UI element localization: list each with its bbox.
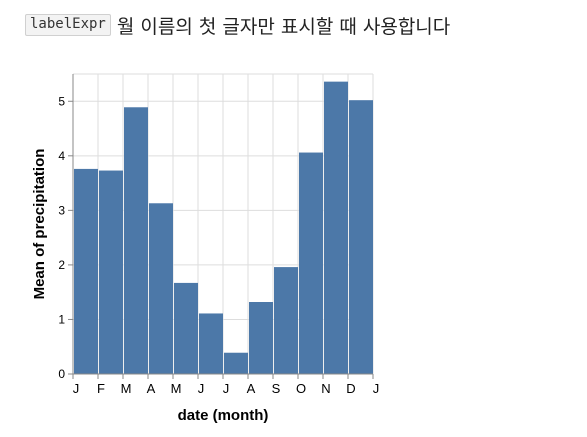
x-tick-label: A: [147, 381, 156, 396]
x-tick-label: M: [171, 381, 182, 396]
bar-oct: [299, 152, 323, 374]
x-tick-label: M: [121, 381, 132, 396]
y-tick-label: 5: [58, 94, 65, 108]
bar-jun: [199, 313, 223, 374]
x-tick-label: J: [223, 381, 230, 396]
x-tick-label: D: [346, 381, 355, 396]
x-tick-label: J: [373, 381, 380, 396]
bar-apr: [149, 203, 173, 374]
bar-nov: [324, 81, 348, 375]
bar-may: [174, 282, 198, 374]
bar-aug: [249, 302, 273, 374]
heading-text: 월 이름의 첫 글자만 표시할 때 사용합니다: [116, 15, 451, 38]
x-tick-label: N: [321, 381, 330, 396]
y-tick-label: 2: [58, 258, 65, 272]
y-axis-ticks: 0 1 2 3 4 5: [58, 94, 73, 381]
x-axis-title: date (month): [178, 407, 269, 424]
x-tick-label: S: [272, 381, 281, 396]
x-tick-label: O: [296, 381, 306, 396]
code-snippet: labelExpr: [25, 14, 111, 36]
bar-mar: [124, 107, 148, 374]
bar-jul: [224, 352, 248, 374]
bars: [74, 81, 373, 375]
bar-feb: [99, 170, 123, 374]
x-tick-label: F: [97, 381, 105, 396]
x-tick-label: J: [198, 381, 205, 396]
y-tick-label: 1: [58, 312, 65, 326]
y-axis-title: Mean of precipitation: [31, 149, 48, 300]
bar-sep: [274, 267, 298, 374]
section-heading: labelExpr 월 이름의 첫 글자만 표시할 때 사용합니다: [25, 8, 585, 42]
bar-dec: [349, 100, 373, 374]
x-tick-label: J: [73, 381, 80, 396]
y-tick-label: 4: [58, 149, 65, 163]
y-tick-label: 0: [58, 367, 65, 381]
y-tick-label: 3: [58, 203, 65, 217]
x-tick-label: A: [247, 381, 256, 396]
bar-jan: [74, 168, 98, 374]
